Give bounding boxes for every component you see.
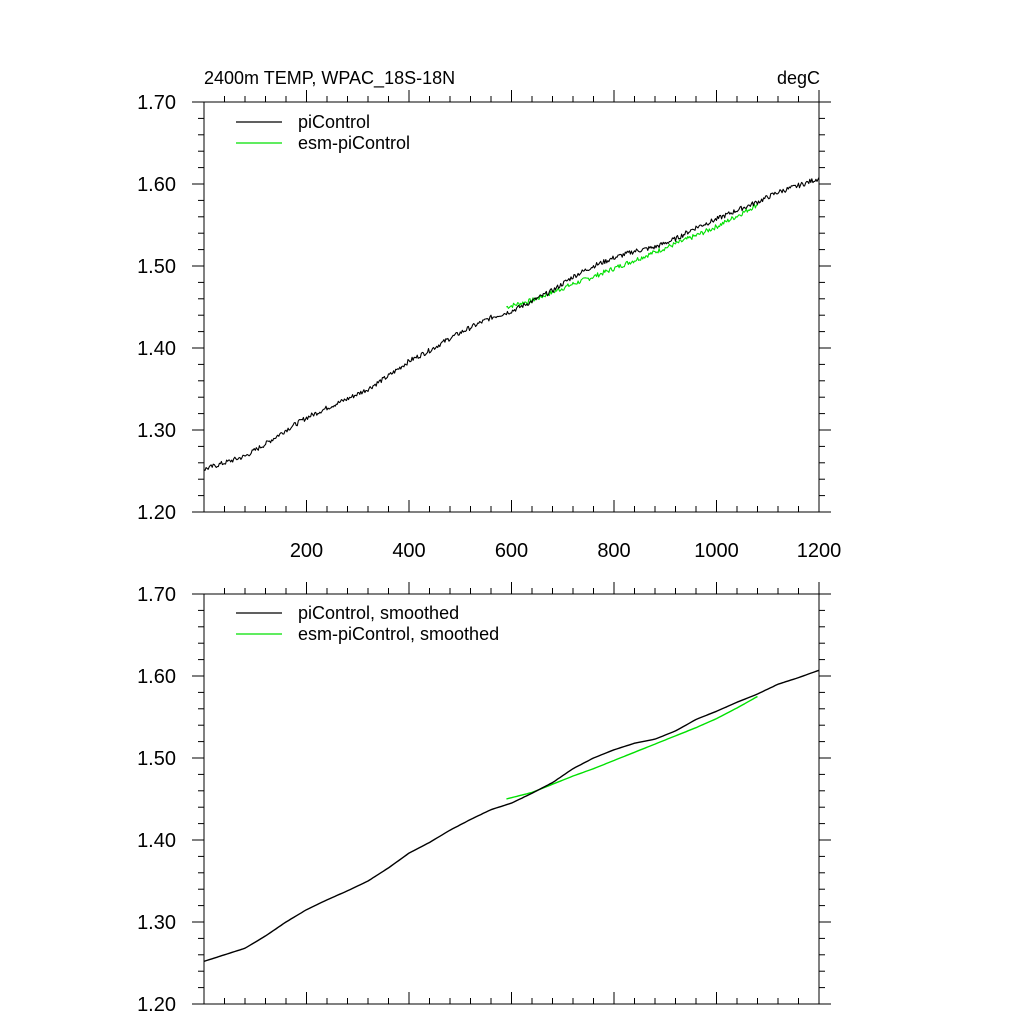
x-tick-label: 1000 [694,540,739,562]
bottom-plot-frame [203,593,820,1005]
units-label: degC [777,68,820,88]
y-tick-label: 1.40 [137,830,176,852]
x-tick-label: 200 [290,540,323,562]
bottom-series [203,669,820,963]
legend-label-picontrol-smoothed: piControl, smoothed [298,603,459,623]
y-tick-label: 1.30 [137,420,176,442]
series-line-picontrol-smoothed [203,669,820,963]
y-tick-label: 1.40 [137,338,176,360]
series-line-esm-picontrol [506,203,758,309]
top-panel: 2400m TEMP, WPAC_18S-18N degC 1.201.301.… [137,68,841,562]
y-tick-label: 1.70 [137,92,176,114]
x-tick-label: 400 [392,540,425,562]
legend-label-esm-picontrol: esm-piControl [298,133,410,153]
y-tick-label: 1.60 [137,666,176,688]
x-tick-label: 600 [495,540,528,562]
y-tick-label: 1.50 [137,256,176,278]
top-legend: piControl esm-piControl [236,112,410,153]
legend-label-picontrol: piControl [298,112,370,132]
y-tick-label: 1.70 [137,584,176,606]
top-series [203,177,820,471]
y-tick-label: 1.20 [137,994,176,1016]
chart-title: 2400m TEMP, WPAC_18S-18N [204,68,455,89]
bottom-panel: 1.20 1.30 1.40 1.50 1.60 1.70 piControl, smoo… [137,582,831,1016]
series-line-esm-picontrol-smoothed [506,695,758,800]
x-tick-label: 800 [597,540,630,562]
top-plot-frame [203,101,820,513]
bottom-axes-ticks: 1.20 1.30 1.40 1.50 1.60 1.70 [137,582,831,1016]
series-line-picontrol [203,177,820,471]
y-tick-label: 1.60 [137,174,176,196]
legend-label-esm-picontrol-smoothed: esm-piControl, smoothed [298,624,499,644]
y-tick-label: 1.20 [137,502,176,524]
x-tick-label: 1200 [797,540,842,562]
y-tick-label: 1.30 [137,912,176,934]
top-axes-ticks: 1.20 1.30 1.40 1.50 1.60 1.70 200 400 600 800 1000… [137,90,841,562]
bottom-legend: piControl, smoothed esm-piControl, smoot… [236,603,499,644]
y-tick-label: 1.50 [137,748,176,770]
